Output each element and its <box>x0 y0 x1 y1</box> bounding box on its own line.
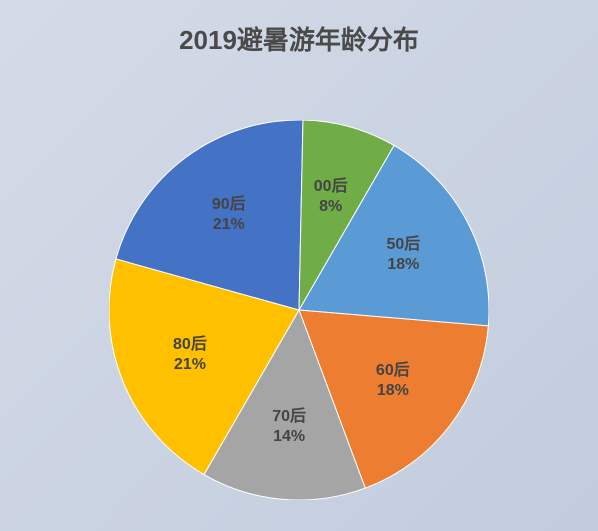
pie-chart-container: 2019避暑游年龄分布 50后18%60后18%70后14%80后21%90后2… <box>0 0 598 531</box>
slice-label: 90后21% <box>212 195 246 235</box>
slice-label-percent: 21% <box>173 355 207 375</box>
slice-label-percent: 14% <box>272 427 306 447</box>
slice-label: 50后18% <box>386 235 420 275</box>
slice-label-percent: 18% <box>376 381 410 401</box>
slice-label-percent: 18% <box>386 255 420 275</box>
slice-label-percent: 21% <box>212 215 246 235</box>
slice-label-name: 60后 <box>376 361 410 381</box>
slice-label-name: 50后 <box>386 235 420 255</box>
slice-label: 60后18% <box>376 361 410 401</box>
slice-label: 80后21% <box>173 335 207 375</box>
chart-title: 2019避暑游年龄分布 <box>0 20 598 57</box>
slice-label-name: 70后 <box>272 407 306 427</box>
slice-label-percent: 8% <box>314 197 348 217</box>
slice-label-name: 90后 <box>212 195 246 215</box>
slice-label: 70后14% <box>272 407 306 447</box>
slice-label: 00后8% <box>314 177 348 217</box>
slice-label-name: 00后 <box>314 177 348 197</box>
slice-label-name: 80后 <box>173 335 207 355</box>
